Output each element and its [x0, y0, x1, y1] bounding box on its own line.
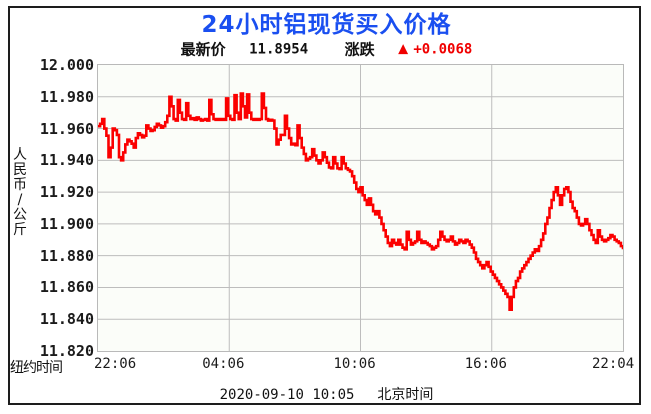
y-axis-tick-label: 11.960: [39, 119, 94, 138]
latest-price-label: 最新价: [180, 40, 226, 59]
y-axis-title-char: 人: [13, 147, 27, 163]
x-axis-prefix-label: 纽约时间: [10, 360, 63, 376]
change-value: +0.0068: [413, 41, 473, 58]
y-axis-tick-label: 11.920: [39, 183, 94, 202]
footer-timezone: 北京时间: [377, 387, 434, 403]
y-axis-tick-label: 11.900: [39, 214, 94, 233]
price-line-chart: [98, 65, 623, 351]
change-label: 涨跌: [344, 40, 375, 59]
latest-price-value: 11.8954: [249, 41, 309, 58]
y-axis-tick-label: 11.980: [39, 87, 94, 106]
y-axis-title-char: /: [17, 192, 23, 208]
price-series-line: [98, 92, 623, 311]
vertical-gridlines: [228, 65, 493, 351]
chart-title: 24小时铝现货买入价格: [201, 12, 452, 38]
y-axis-tick-label: 11.860: [39, 278, 94, 297]
chart-subtitle: 最新价 11.8954 涨跌 ▲ +0.0068: [10, 40, 643, 59]
y-axis-tick-label: 11.940: [39, 151, 94, 170]
y-axis-title-char: 民: [13, 162, 27, 178]
x-axis-tick-label: 22:04: [592, 356, 635, 372]
x-axis-tick-label: 04:06: [202, 356, 245, 372]
x-axis-labels: 22:06 04:06 10:06 16:06 22:04: [10, 356, 643, 378]
y-axis-tick-label: 12.000: [39, 56, 94, 74]
chart-frame: 24小时铝现货买入价格 最新价 11.8954 涨跌 ▲ +0.0068 人民币…: [8, 6, 641, 405]
y-axis-title-char: 斤: [13, 222, 27, 238]
y-axis-tick-label: 11.820: [39, 342, 94, 360]
y-axis-tick-label: 11.840: [39, 310, 94, 329]
y-axis-labels: 12.000 11.980 11.960 11.940 11.920 11.900 11.8…: [10, 56, 94, 360]
x-axis-tick-label: 22:06: [94, 356, 137, 372]
y-axis-title: 人民币 / 公斤: [12, 148, 28, 238]
y-axis-title-char: 币: [13, 177, 27, 193]
x-axis-tick-label: 16:06: [464, 356, 507, 372]
change-up-arrow-icon: ▲: [398, 41, 409, 57]
y-axis-title-char: 公: [13, 207, 27, 223]
x-axis-tick-label: 10:06: [333, 356, 376, 372]
footer-timestamp: 2020-09-10 10:05 北京时间: [10, 384, 643, 404]
y-axis-tick-label: 11.880: [39, 246, 94, 265]
plot-area: [97, 64, 624, 352]
footer-datetime: 2020-09-10 10:05: [219, 387, 355, 403]
